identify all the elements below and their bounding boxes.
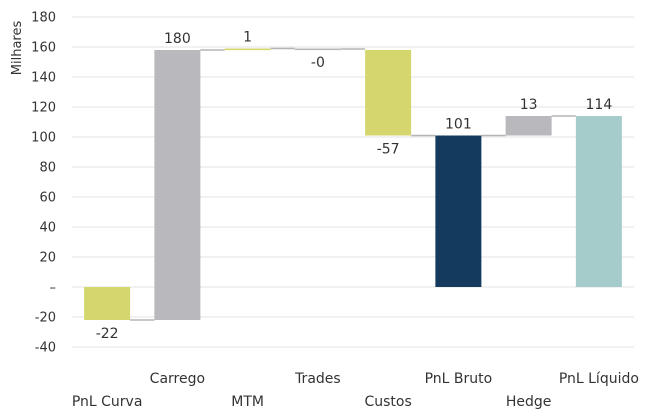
category-label: Hedge — [506, 394, 552, 410]
y-tick-label: – — [50, 281, 57, 296]
bars — [84, 48, 622, 320]
category-label: Carrego — [150, 371, 205, 387]
data-label: 1 — [243, 30, 252, 46]
bar-trades — [294, 48, 341, 51]
y-axis-ticks: -40 -20 – 20 40 60 80 100 120 140 160 180 — [31, 11, 56, 356]
data-label: 13 — [520, 97, 538, 113]
y-tick-label: 140 — [31, 71, 56, 86]
data-label: -57 — [377, 142, 400, 158]
bar-pnl-curva — [84, 287, 131, 320]
y-tick-label: 80 — [39, 161, 56, 176]
y-tick-label: 20 — [39, 251, 56, 266]
y-tick-label: 40 — [39, 221, 56, 236]
y-tick-label: 100 — [31, 131, 56, 146]
y-tick-label: -40 — [35, 341, 56, 356]
category-label: Trades — [294, 371, 341, 387]
y-tick-label: 60 — [39, 191, 56, 206]
connector-lines — [130, 47, 576, 321]
data-label: 101 — [445, 117, 472, 133]
x-axis-categories: PnL Curva Carrego MTM Trades Custos PnL Bruto… — [72, 371, 639, 410]
y-tick-label: 120 — [31, 101, 56, 116]
data-label: -22 — [96, 326, 119, 342]
data-label: -0 — [311, 55, 325, 71]
category-label: Custos — [364, 394, 411, 410]
y-axis-label: Milhares — [10, 21, 25, 76]
bar-hedge — [505, 116, 552, 136]
bar-carrego — [154, 50, 201, 320]
data-label: 180 — [164, 31, 191, 47]
data-labels: -22 180 1 -0 -57 101 13 114 — [96, 30, 613, 343]
y-tick-label: 180 — [31, 11, 56, 26]
bar-pnl-lquido — [575, 116, 622, 287]
category-label: PnL Bruto — [425, 371, 493, 387]
bar-custos — [365, 50, 412, 136]
bar-mtm — [224, 48, 271, 51]
y-tick-label: -20 — [35, 311, 56, 326]
category-label: PnL Líquido — [559, 371, 639, 387]
bar-pnl-bruto — [435, 135, 482, 287]
category-label: PnL Curva — [72, 394, 143, 410]
y-tick-label: 160 — [31, 41, 56, 56]
category-label: MTM — [231, 394, 264, 410]
data-label: 114 — [586, 97, 613, 113]
